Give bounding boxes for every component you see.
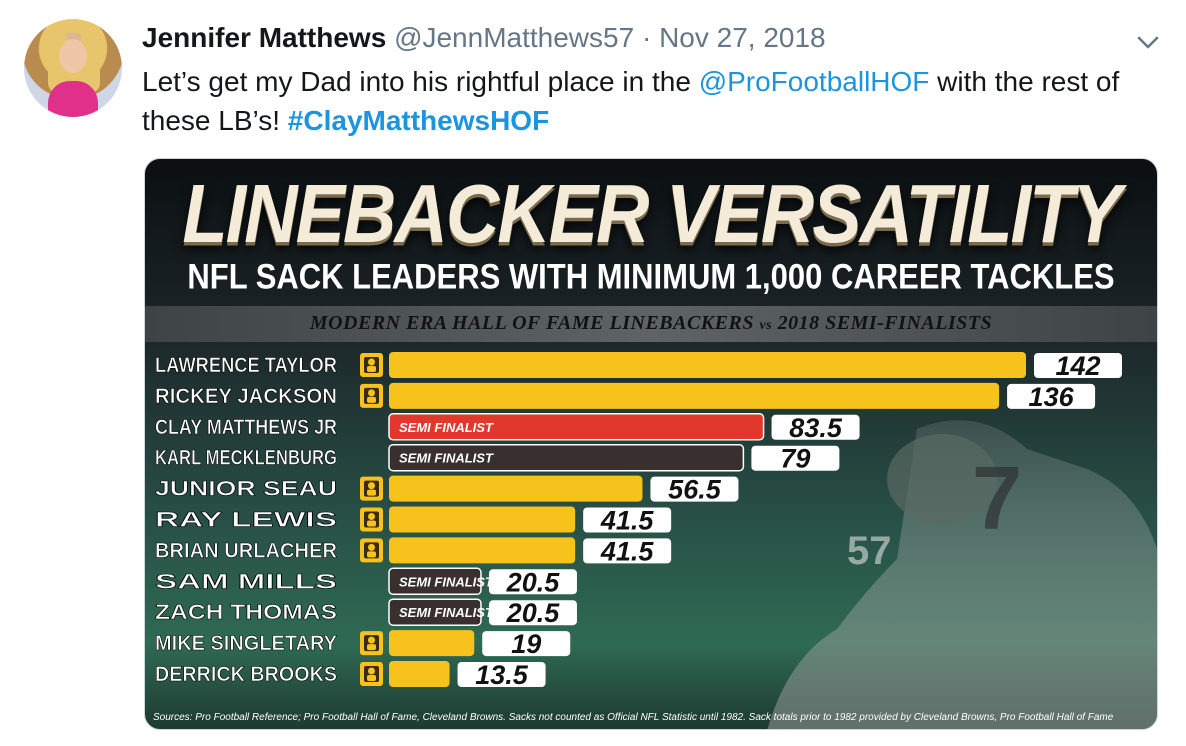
value-label: 13.5: [475, 660, 529, 690]
category-label: LAWRENCE TAYLOR: [155, 354, 337, 377]
semi-finalist-label: SEMI FINALIST: [399, 451, 494, 466]
author-name[interactable]: Jennifer Matthews: [142, 22, 387, 53]
category-label: MIKE SINGLETARY: [155, 632, 337, 655]
semi-finalist-label: SEMI FINALIST: [399, 420, 494, 435]
value-box: [482, 631, 571, 657]
value-box: [650, 476, 739, 502]
data-bar: [388, 567, 482, 596]
hall-of-fame-bust-icon: [360, 353, 383, 377]
category-label: BRIAN URLACHER: [155, 539, 337, 562]
tweet-text-part2: with the rest of these LB’s!: [142, 66, 1120, 136]
category-label: ZACH THOMAS: [155, 601, 337, 624]
data-bar: [389, 661, 450, 687]
category-label: DERRICK BROOKS: [155, 663, 337, 686]
tweet-header: Jennifer Matthews @JennMatthews57 · Nov …: [142, 22, 826, 54]
sack-leaders-chart: LAWRENCE TAYLOR 142 RICKEY JACKSON 136 CLAY …: [155, 351, 1122, 690]
value-box: [583, 507, 672, 533]
category-label: JUNIOR SEAU: [155, 478, 337, 501]
value-box: [1007, 383, 1096, 409]
separator-dot: ·: [641, 22, 652, 53]
media-card[interactable]: 7 57 LINEBACKER VERSATILITY NFL SACK LEA…: [144, 158, 1158, 730]
value-label: 136: [1029, 382, 1075, 412]
author-handle[interactable]: @JennMatthews57: [394, 22, 635, 53]
semi-finalist-label: SEMI FINALIST: [399, 574, 494, 589]
value-label: 56.5: [668, 475, 722, 505]
chart-subtitle: NFL SACK LEADERS WITH MINIMUM 1,000 CARE…: [187, 256, 1115, 297]
hall-of-fame-bust-icon: [360, 631, 383, 656]
category-label: SAM MILLS: [155, 570, 337, 593]
value-box: [1034, 353, 1122, 378]
value-label: 20.5: [506, 598, 561, 628]
category-label: RAY LEWIS: [155, 509, 337, 532]
data-bar: [388, 413, 765, 441]
hall-of-fame-bust-icon: [360, 383, 383, 408]
chart-source: Sources: Pro Football Reference; Pro Foo…: [153, 712, 1114, 723]
chevron-down-icon[interactable]: [1134, 28, 1162, 56]
football-photo-backdrop: 7 57: [767, 420, 1157, 729]
data-bar: [389, 537, 576, 564]
data-bar: [389, 382, 1000, 409]
value-label: 41.5: [600, 506, 655, 536]
value-box: [488, 569, 577, 595]
data-bar: [388, 598, 482, 626]
hall-of-fame-bust-icon: [360, 507, 383, 532]
value-label: 142: [1055, 351, 1100, 381]
svg-text:7: 7: [972, 449, 1022, 549]
semi-finalist-label: SEMI FINALIST: [399, 605, 494, 620]
author-avatar[interactable]: [24, 19, 122, 117]
data-bar: [389, 506, 576, 533]
value-box: [771, 414, 860, 440]
mention-link[interactable]: @ProFootballHOF: [698, 66, 930, 97]
value-label: 83.5: [789, 413, 843, 443]
value-box: [488, 600, 577, 626]
chart-title: LINEBACKER VERSATILITY: [182, 167, 1121, 260]
value-box: [751, 445, 840, 471]
value-box: [583, 538, 672, 564]
banner-text-part1: MODERN ERA HALL OF FAME LINEBACKERS: [309, 312, 754, 334]
data-bar: [389, 352, 1026, 378]
tweet-text-part1: Let’s get my Dad into his rightful place…: [142, 66, 699, 97]
banner-strip: [145, 306, 1157, 342]
hall-of-fame-bust-icon: [360, 538, 383, 563]
data-bar: [389, 630, 475, 657]
tweet-date[interactable]: Nov 27, 2018: [659, 22, 826, 53]
value-label: 19: [511, 629, 541, 659]
tweet-text: Let’s get my Dad into his rightful place…: [142, 62, 1152, 140]
value-box: [457, 662, 546, 687]
category-label: KARL MECKLENBURG: [155, 447, 337, 470]
svg-text:57: 57: [847, 529, 892, 573]
hall-of-fame-bust-icon: [360, 476, 383, 501]
value-label: 79: [780, 444, 810, 474]
category-label: CLAY MATTHEWS JR: [155, 416, 337, 439]
hall-of-fame-bust-icon: [360, 662, 383, 686]
banner-vs: vs: [759, 318, 773, 333]
banner-text-part2: 2018 SEMI-FINALISTS: [777, 312, 993, 334]
hashtag-link[interactable]: #ClayMatthewsHOF: [287, 105, 550, 136]
category-label: RICKEY JACKSON: [155, 385, 337, 408]
value-label: 41.5: [600, 536, 655, 566]
value-label: 20.5: [506, 567, 561, 597]
data-bar: [389, 475, 643, 502]
banner-text: MODERN ERA HALL OF FAME LINEBACKERS vs 2…: [145, 312, 1157, 335]
data-bar: [388, 443, 745, 472]
